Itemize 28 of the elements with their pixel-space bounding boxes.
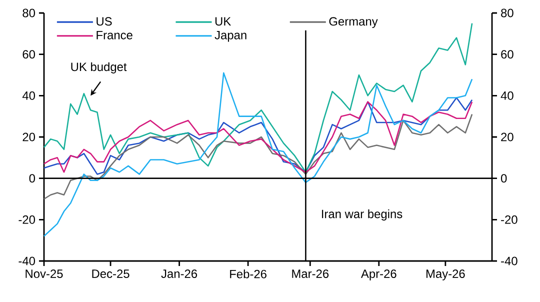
y-tick-label: -40: [501, 256, 518, 266]
legend-label: France: [96, 31, 132, 40]
y-tick-label: 80: [501, 8, 514, 18]
x-tick-label: Mar-26: [292, 270, 329, 278]
y-tick-label: 0: [500, 174, 507, 183]
x-tick-label: May-26: [426, 270, 465, 280]
ref-line-label: Iran war begins: [322, 209, 402, 221]
x-tick-label: Dec-25: [92, 270, 130, 278]
y-tick-label: 20: [501, 132, 514, 142]
y2-tick-label: -40: [18, 256, 36, 266]
y-tick-label: 60: [501, 50, 514, 59]
y2-tick-label: 20: [22, 132, 36, 142]
y-tick-label: -20: [501, 215, 518, 224]
legend-label: UK: [215, 17, 231, 26]
legend-label: Japan: [214, 31, 246, 42]
legend-label: Germany: [329, 17, 378, 28]
x-tick-label: Feb-26: [230, 270, 266, 278]
x-tick-label: Jan-26: [161, 270, 198, 278]
legend-label: US: [96, 17, 112, 26]
y2-tick-label: 80: [22, 8, 36, 18]
y2-tick-label: 60: [22, 50, 36, 59]
y2-tick-label: -20: [18, 215, 36, 224]
x-tick-label: Apr-26: [360, 270, 396, 280]
annotation: UK budget: [71, 62, 127, 74]
x-tick-label: Nov-25: [26, 270, 63, 278]
y2-tick-label: 40: [22, 91, 36, 100]
y2-tick-label: 0: [29, 174, 36, 183]
y-tick-label: 40: [500, 91, 514, 100]
